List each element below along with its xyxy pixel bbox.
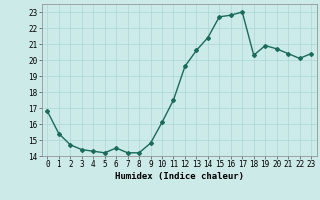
- X-axis label: Humidex (Indice chaleur): Humidex (Indice chaleur): [115, 172, 244, 181]
